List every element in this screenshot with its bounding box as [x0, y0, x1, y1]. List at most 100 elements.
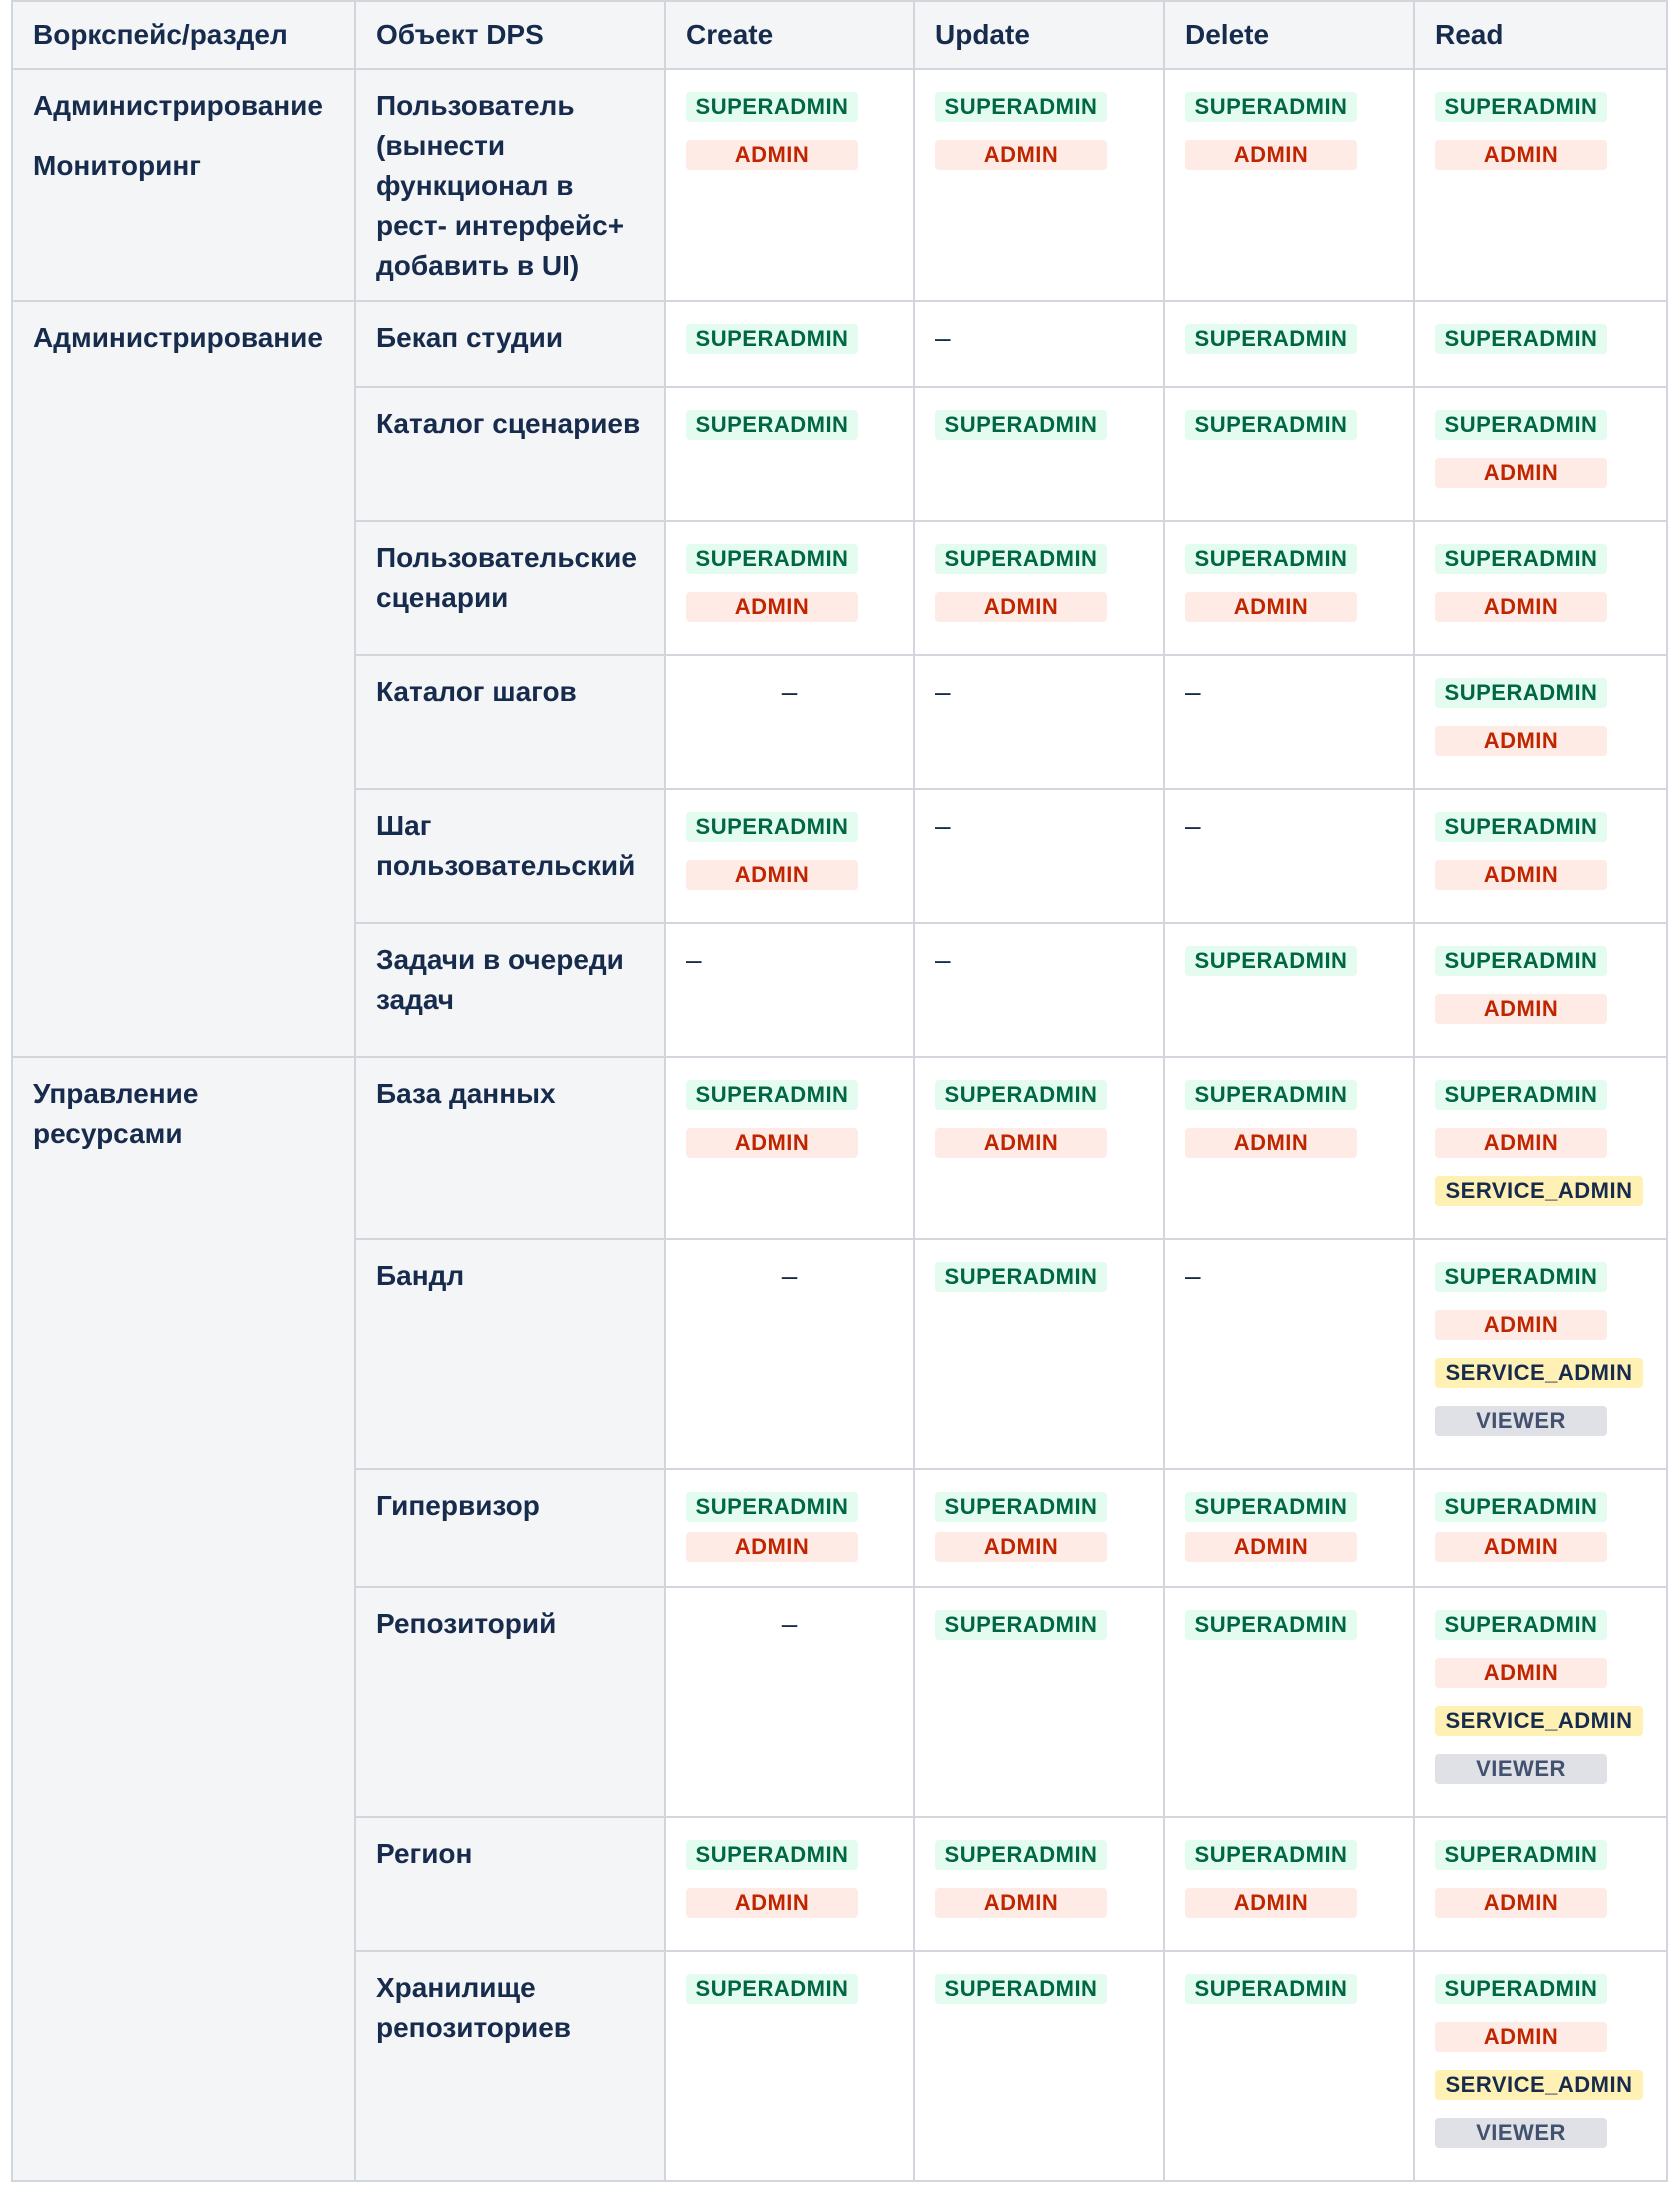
- delete-permission-cell: SUPERADMIN ADMIN: [1163, 1816, 1415, 1952]
- create-permission-cell: SUPERADMIN ADMIN: [664, 1468, 915, 1588]
- viewer-badge: VIEWER: [1435, 1406, 1607, 1436]
- superadmin-badge: SUPERADMIN: [1185, 946, 1357, 976]
- service-admin-badge: SERVICE_ADMIN: [1435, 1176, 1643, 1206]
- admin-badge: ADMIN: [686, 140, 858, 170]
- admin-badge: ADMIN: [1435, 726, 1607, 756]
- delete-permission-cell: SUPERADMIN ADMIN: [1163, 1468, 1415, 1588]
- table-row: Гипервизор SUPERADMIN ADMIN SUPERADMIN ADMIN…: [12, 1468, 1668, 1588]
- admin-badge: ADMIN: [1435, 2022, 1607, 2052]
- admin-badge: ADMIN: [1435, 1888, 1607, 1918]
- read-permission-cell: SUPERADMIN ADMIN SERVICE_ADMIN: [1413, 1056, 1668, 1240]
- create-permission-cell: SUPERADMIN: [664, 300, 915, 388]
- superadmin-badge: SUPERADMIN: [935, 410, 1107, 440]
- update-permission-cell: SUPERADMIN ADMIN: [913, 1056, 1165, 1240]
- superadmin-badge: SUPERADMIN: [1185, 324, 1357, 354]
- superadmin-badge: SUPERADMIN: [686, 544, 858, 574]
- superadmin-badge: SUPERADMIN: [1435, 324, 1607, 354]
- service-admin-badge: SERVICE_ADMIN: [1435, 1706, 1643, 1736]
- object-name: База данных: [354, 1056, 666, 1240]
- admin-badge: ADMIN: [1185, 140, 1357, 170]
- update-permission-cell: SUPERADMIN ADMIN: [913, 1816, 1165, 1952]
- superadmin-badge: SUPERADMIN: [1435, 1262, 1607, 1292]
- delete-permission-cell: SUPERADMIN ADMIN: [1163, 1056, 1415, 1240]
- table-body: Администрирование Мониторинг Пользователь …: [11, 68, 1668, 2182]
- update-permission-cell: –: [913, 788, 1165, 924]
- delete-permission-cell: SUPERADMIN ADMIN: [1163, 68, 1415, 302]
- create-permission-cell: SUPERADMIN ADMIN: [664, 788, 915, 924]
- header-read: Read: [1413, 0, 1668, 70]
- superadmin-badge: SUPERADMIN: [935, 1262, 1107, 1292]
- admin-badge: ADMIN: [935, 1128, 1107, 1158]
- workspace-name: Администрирование: [33, 90, 323, 121]
- admin-badge: ADMIN: [935, 140, 1107, 170]
- table-row: Бандл – SUPERADMIN – SUPERADMIN ADMIN SERVICE_…: [12, 1238, 1668, 1470]
- admin-badge: ADMIN: [1435, 1310, 1607, 1340]
- delete-permission-cell: SUPERADMIN: [1163, 386, 1415, 522]
- create-permission-cell: SUPERADMIN ADMIN: [664, 520, 915, 656]
- superadmin-badge: SUPERADMIN: [1185, 1492, 1357, 1522]
- no-permission-dash: –: [935, 944, 951, 975]
- object-name: Регион: [354, 1816, 666, 1952]
- read-permission-cell: SUPERADMIN ADMIN: [1413, 654, 1668, 790]
- object-name: Каталог сценариев: [354, 386, 666, 522]
- header-delete: Delete: [1163, 0, 1415, 70]
- superadmin-badge: SUPERADMIN: [686, 92, 858, 122]
- delete-permission-cell: –: [1163, 654, 1415, 790]
- read-permission-cell: SUPERADMIN ADMIN: [1413, 1816, 1668, 1952]
- admin-badge: ADMIN: [686, 1888, 858, 1918]
- superadmin-badge: SUPERADMIN: [1185, 410, 1357, 440]
- admin-badge: ADMIN: [1435, 1128, 1607, 1158]
- superadmin-badge: SUPERADMIN: [686, 1080, 858, 1110]
- admin-badge: ADMIN: [1185, 1888, 1357, 1918]
- admin-badge: ADMIN: [1435, 1532, 1607, 1562]
- admin-badge: ADMIN: [686, 860, 858, 890]
- workspace-name: Мониторинг: [33, 150, 201, 181]
- no-permission-dash: –: [1185, 676, 1201, 707]
- admin-badge: ADMIN: [1435, 860, 1607, 890]
- create-permission-cell: SUPERADMIN ADMIN: [664, 1816, 915, 1952]
- table-row: Шаг пользовательский SUPERADMIN ADMIN – – SUP…: [12, 788, 1668, 924]
- read-permission-cell: SUPERADMIN ADMIN SERVICE_ADMIN VIEWER: [1413, 1950, 1668, 2182]
- admin-badge: ADMIN: [686, 1128, 858, 1158]
- no-permission-dash: –: [1185, 810, 1201, 841]
- header-update: Update: [913, 0, 1165, 70]
- create-permission-cell: –: [664, 1238, 915, 1470]
- admin-badge: ADMIN: [686, 1532, 858, 1562]
- update-permission-cell: –: [913, 300, 1165, 388]
- superadmin-badge: SUPERADMIN: [1435, 1840, 1607, 1870]
- header-object: Объект DPS: [354, 0, 666, 70]
- table-row: Каталог сценариев SUPERADMIN SUPERADMIN SUP…: [12, 386, 1668, 522]
- delete-permission-cell: SUPERADMIN: [1163, 1586, 1415, 1818]
- create-permission-cell: –: [664, 1586, 915, 1818]
- permissions-table-container: Воркспейс/раздел Объект DPS Create Updat…: [11, 0, 1668, 2182]
- no-permission-dash: –: [781, 676, 798, 707]
- admin-badge: ADMIN: [1435, 1658, 1607, 1688]
- service-admin-badge: SERVICE_ADMIN: [1435, 1358, 1643, 1388]
- superadmin-badge: SUPERADMIN: [1435, 946, 1607, 976]
- superadmin-badge: SUPERADMIN: [1185, 1974, 1357, 2004]
- delete-permission-cell: –: [1163, 1238, 1415, 1470]
- object-name: Шаг пользовательский: [354, 788, 666, 924]
- create-permission-cell: SUPERADMIN ADMIN: [664, 1056, 915, 1240]
- read-permission-cell: SUPERADMIN ADMIN: [1413, 788, 1668, 924]
- object-name: Каталог шагов: [354, 654, 666, 790]
- read-permission-cell: SUPERADMIN ADMIN: [1413, 386, 1668, 522]
- no-permission-dash: –: [935, 810, 951, 841]
- table-header-row: Воркспейс/раздел Объект DPS Create Updat…: [11, 0, 1668, 70]
- update-permission-cell: SUPERADMIN: [913, 1586, 1165, 1818]
- create-permission-cell: SUPERADMIN: [664, 386, 915, 522]
- update-permission-cell: SUPERADMIN: [913, 1950, 1165, 2182]
- no-permission-dash: –: [935, 676, 951, 707]
- admin-badge: ADMIN: [935, 1888, 1107, 1918]
- table-row: Хранилище репозиториев SUPERADMIN SUPERADM…: [12, 1950, 1668, 2182]
- object-name: Бандл: [354, 1238, 666, 1470]
- delete-permission-cell: SUPERADMIN ADMIN: [1163, 520, 1415, 656]
- workspace-name: Управление ресурсами: [33, 1078, 199, 1149]
- superadmin-badge: SUPERADMIN: [686, 1974, 858, 2004]
- workspace-section-cell: Управление ресурсами: [11, 1056, 356, 2182]
- superadmin-badge: SUPERADMIN: [1435, 92, 1607, 122]
- no-permission-dash: –: [1185, 1260, 1201, 1291]
- object-name: Пользователь (вынести функционал в рест-…: [354, 68, 666, 302]
- object-name: Гипервизор: [354, 1468, 666, 1588]
- service-admin-badge: SERVICE_ADMIN: [1435, 2070, 1643, 2100]
